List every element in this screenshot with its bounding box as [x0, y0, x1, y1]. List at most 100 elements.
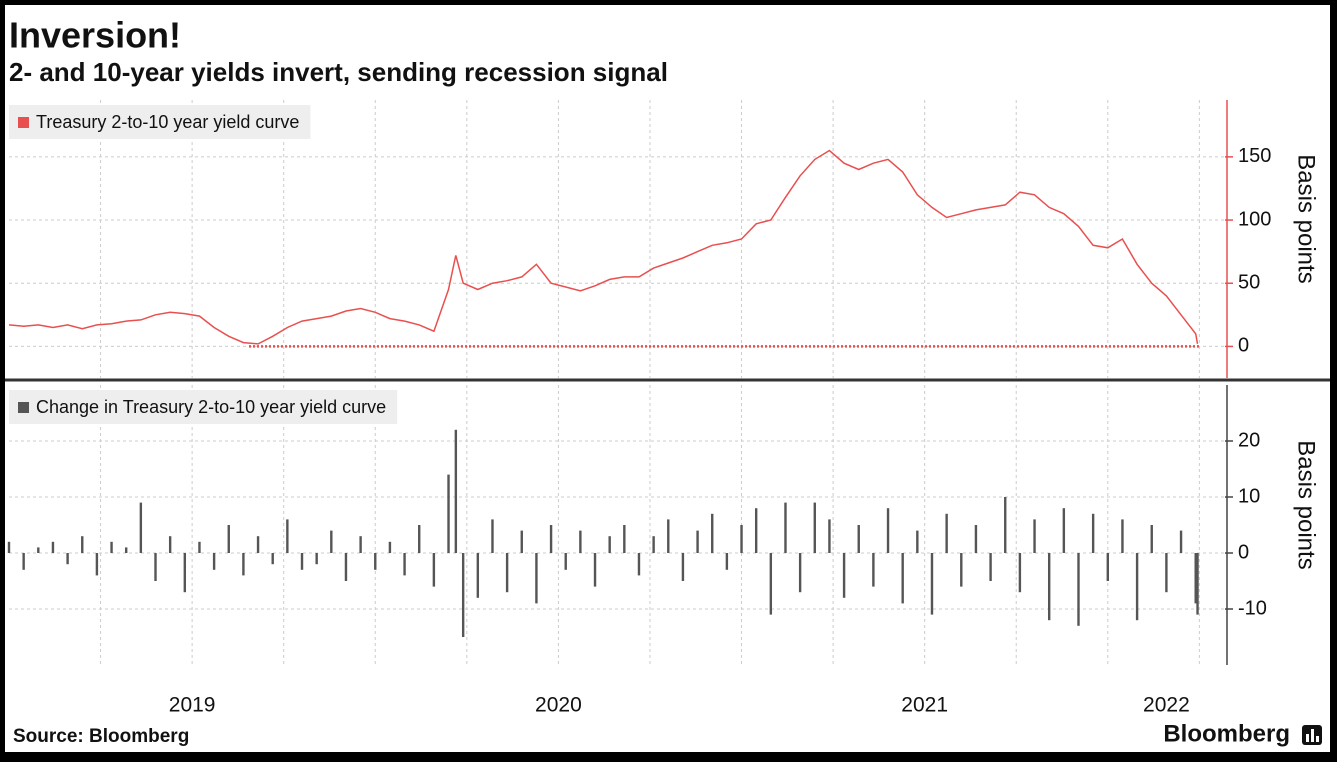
brand: Bloomberg	[1163, 720, 1290, 747]
y-axis-label: Basis points	[1293, 154, 1320, 283]
legend-swatch	[18, 402, 29, 413]
legend: Change in Treasury 2-to-10 year yield cu…	[9, 390, 398, 424]
bar	[418, 525, 421, 553]
bar	[930, 553, 934, 615]
bar	[271, 553, 274, 565]
bar	[813, 502, 816, 553]
bar	[403, 553, 406, 576]
bar	[1062, 508, 1066, 553]
bar	[1033, 519, 1036, 553]
bar	[125, 547, 128, 553]
bar	[198, 541, 201, 553]
brand-icon	[1302, 725, 1322, 745]
chart-subtitle: 2- and 10-year yields invert, sending re…	[9, 57, 668, 87]
bar	[461, 553, 465, 637]
bar	[740, 525, 743, 553]
x-tick-label: 2022	[1143, 694, 1190, 717]
bar	[374, 553, 377, 570]
y-tick-label: 100	[1238, 208, 1271, 230]
bar	[1150, 525, 1153, 553]
x-tick-label: 2021	[901, 694, 948, 717]
bar	[7, 541, 11, 553]
bar	[1004, 497, 1007, 553]
bar	[1091, 513, 1095, 553]
bar	[81, 536, 84, 553]
bar	[256, 536, 260, 553]
bar	[330, 530, 333, 553]
bar	[1196, 553, 1199, 615]
bar	[652, 536, 655, 553]
bar	[945, 513, 948, 553]
bar	[432, 553, 436, 587]
bar	[1194, 553, 1197, 604]
bar	[872, 553, 875, 587]
bar	[579, 530, 582, 553]
line	[8, 149, 1199, 345]
bar	[696, 530, 699, 553]
bar	[593, 553, 597, 587]
bar	[22, 553, 25, 570]
bar	[798, 553, 802, 593]
y-tick-label: -10	[1238, 597, 1267, 619]
bar	[315, 553, 318, 565]
bar	[901, 553, 904, 604]
bar	[608, 536, 611, 553]
bar	[359, 536, 362, 553]
bar	[974, 525, 978, 553]
bar	[37, 547, 40, 553]
bar	[916, 530, 919, 553]
bar	[212, 553, 216, 570]
bar	[242, 553, 245, 576]
bar	[505, 553, 509, 593]
x-tick-label: 2020	[535, 694, 582, 717]
bar	[476, 553, 480, 598]
bar	[637, 553, 641, 576]
bar	[183, 553, 187, 593]
y-tick-label: 0	[1238, 335, 1249, 357]
bar	[886, 508, 890, 553]
bar	[754, 508, 758, 553]
bar	[520, 530, 523, 553]
chart-title: Inversion!	[9, 15, 181, 56]
y-tick-label: 50	[1238, 272, 1260, 294]
bar	[66, 553, 69, 565]
bar	[1135, 553, 1139, 621]
bar	[286, 519, 289, 553]
source: Source: Bloomberg	[13, 726, 189, 747]
legend-label: Change in Treasury 2-to-10 year yield cu…	[36, 397, 386, 417]
bar	[784, 502, 787, 553]
bar	[447, 474, 450, 553]
bar	[725, 553, 729, 570]
y-axis-label: Basis points	[1293, 440, 1320, 569]
y-tick-label: 10	[1238, 485, 1260, 507]
bar	[623, 525, 626, 553]
bar	[51, 541, 55, 553]
bar	[1018, 553, 1022, 593]
bar	[344, 553, 348, 581]
bar	[989, 553, 992, 581]
x-tick-label: 2019	[169, 694, 216, 717]
bar	[564, 553, 567, 570]
y-tick-label: 150	[1238, 145, 1271, 167]
y-tick-label: 0	[1238, 541, 1249, 563]
bar	[1047, 553, 1051, 621]
bar	[1179, 530, 1183, 553]
bar	[681, 553, 685, 581]
bar	[454, 429, 458, 553]
bar	[491, 519, 494, 553]
bar	[857, 525, 860, 553]
bar	[711, 513, 714, 553]
bar	[154, 553, 157, 581]
bar	[227, 525, 230, 553]
legend-label: Treasury 2-to-10 year yield curve	[36, 112, 299, 132]
bar	[667, 519, 670, 553]
bar	[842, 553, 846, 598]
bar	[139, 502, 143, 553]
bar	[1121, 519, 1124, 553]
bar	[300, 553, 304, 570]
bar	[388, 541, 392, 553]
legend: Treasury 2-to-10 year yield curve	[9, 105, 311, 139]
bar	[769, 553, 773, 615]
legend-background	[9, 390, 398, 424]
